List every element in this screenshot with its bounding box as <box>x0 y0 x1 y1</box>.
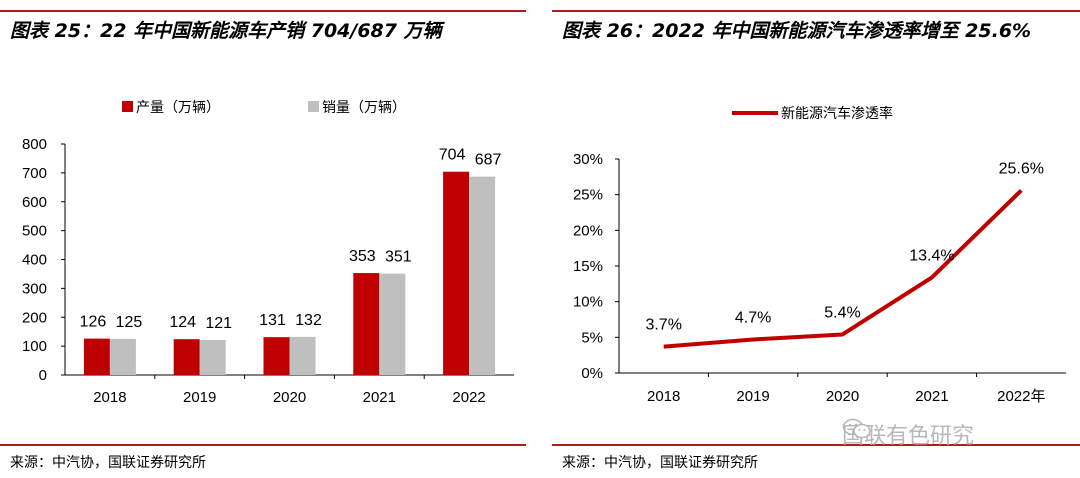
source-note: 来源：中汽协，国联证券研究所 <box>562 455 758 471</box>
data-label: 353 <box>349 248 376 265</box>
legend-swatch <box>122 101 133 112</box>
y-tick-label: 0 <box>39 367 47 384</box>
wechat-icon <box>842 418 871 439</box>
left-chart-panel: 图表 25：22 年中国新能源车产销 704/687 万辆 0 100 200 300… <box>0 0 526 478</box>
x-tick-label: 2021 <box>363 389 396 406</box>
bar <box>443 171 470 375</box>
top-divider <box>0 10 526 12</box>
data-label: 3.7% <box>645 317 681 334</box>
top-divider <box>552 10 1080 12</box>
y-tick-label: 300 <box>22 280 47 297</box>
data-label: 4.7% <box>735 309 771 326</box>
legend-label: 销量（万辆） <box>322 100 406 116</box>
y-tick-label: 700 <box>22 165 47 182</box>
data-label: 13.4% <box>909 247 954 264</box>
data-label: 5.4% <box>824 304 860 321</box>
y-tick-label: 600 <box>22 194 47 211</box>
bar <box>263 337 290 375</box>
x-tick-label: 2022 <box>452 389 485 406</box>
x-tick-label: 2019 <box>183 389 216 406</box>
x-tick-label: 2018 <box>647 388 680 405</box>
y-tick-label: 5% <box>581 329 603 346</box>
watermark: 国联有色研究 <box>842 418 974 450</box>
data-label: 131 <box>259 312 286 329</box>
chart-title: 图表 26：2022 年中国新能源汽车渗透率增至 25.6% <box>562 20 1032 42</box>
data-label: 687 <box>475 152 502 169</box>
y-tick-label: 200 <box>22 309 47 326</box>
x-tick-label: 2020 <box>826 388 859 405</box>
legend-label: 产量（万辆） <box>136 100 220 116</box>
y-tick-label: 20% <box>573 222 603 239</box>
y-tick-label: 100 <box>22 338 47 355</box>
y-tick-label: 800 <box>22 136 47 153</box>
legend-label: 新能源汽车渗透率 <box>781 105 893 122</box>
y-tick-label: 500 <box>22 223 47 240</box>
data-label: 121 <box>205 315 232 332</box>
x-tick-label: 2022年 <box>997 388 1045 405</box>
bar <box>199 340 226 375</box>
data-label: 132 <box>295 312 322 329</box>
bottom-divider <box>0 444 526 446</box>
bar <box>109 338 136 375</box>
y-tick-label: 25% <box>573 187 603 204</box>
data-label: 25.6% <box>999 160 1044 177</box>
bar <box>289 336 316 375</box>
y-tick-label: 15% <box>573 258 603 275</box>
data-label: 351 <box>385 249 412 266</box>
bottom-divider <box>552 444 1080 446</box>
x-tick-label: 2018 <box>93 389 126 406</box>
line-chart: 0% 5% 10% 15% 20% 25% 30% 2018 2019 2020 2021 2022年… <box>573 105 1066 405</box>
series-line <box>663 188 1023 349</box>
data-label: 124 <box>169 314 196 331</box>
right-chart-panel: 图表 26：2022 年中国新能源汽车渗透率增至 25.6% 0% 5% 10% 15… <box>552 0 1080 478</box>
bar-chart: 0 100 200 300 400 500 600 700 800 2018 126 125 2019 1… <box>22 100 514 406</box>
x-tick-label: 2019 <box>736 388 769 405</box>
bar <box>379 273 406 375</box>
y-tick-label: 0% <box>581 365 603 382</box>
y-tick-label: 400 <box>22 252 47 269</box>
source-note: 来源：中汽协，国联证券研究所 <box>10 455 206 471</box>
data-label: 126 <box>80 314 107 331</box>
x-tick-label: 2020 <box>273 389 306 406</box>
y-tick-label: 10% <box>573 294 603 311</box>
chart-title: 图表 25：22 年中国新能源车产销 704/687 万辆 <box>10 20 442 42</box>
data-label: 704 <box>439 147 466 164</box>
data-label: 125 <box>116 314 143 331</box>
bar <box>173 339 200 375</box>
bar <box>83 338 110 375</box>
legend-swatch <box>308 101 319 112</box>
x-tick-label: 2021 <box>915 388 948 405</box>
bar <box>353 273 380 375</box>
y-tick-label: 30% <box>573 151 603 168</box>
bar <box>469 176 496 375</box>
